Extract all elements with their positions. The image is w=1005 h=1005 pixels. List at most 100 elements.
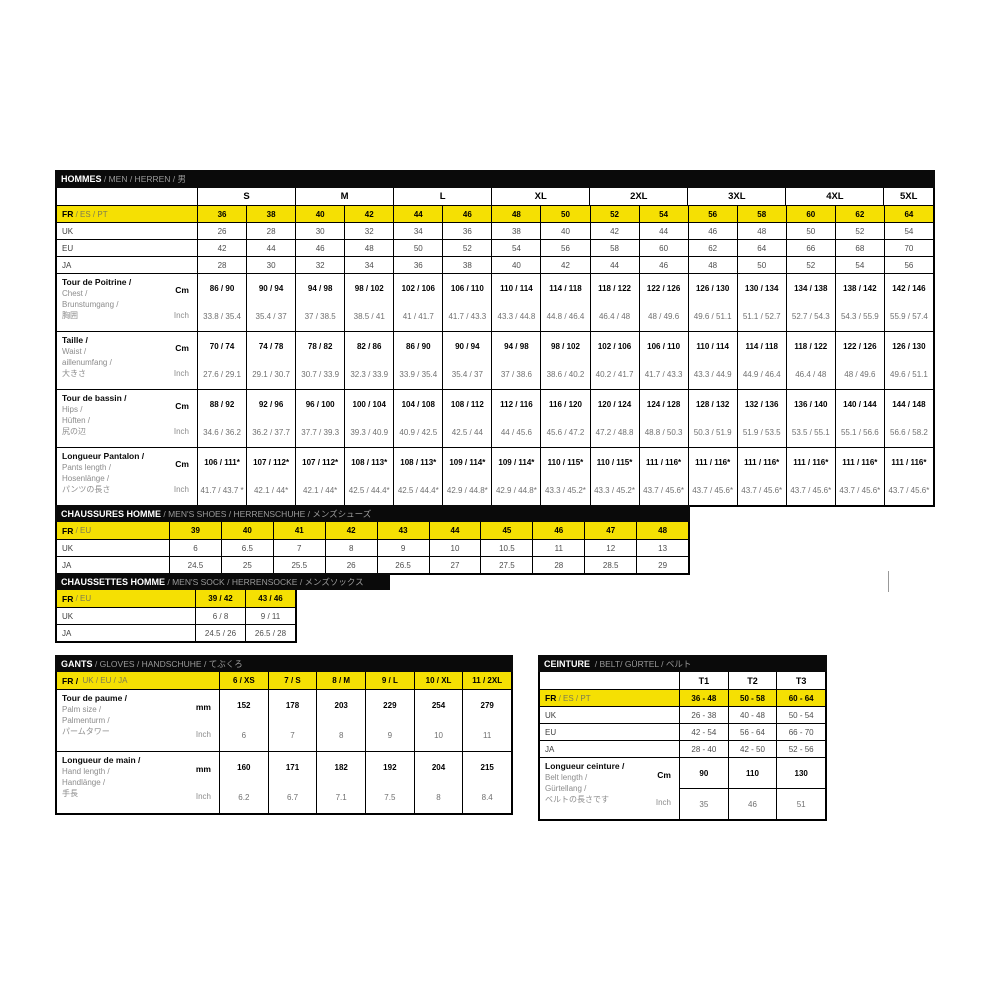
measure-cell: 160 <box>237 762 251 772</box>
belt-uk-values: 26 - 38 40 - 48 50 - 54 <box>679 707 825 723</box>
size-cell: 25 <box>220 557 273 573</box>
size-cell: 9 / 11 <box>245 608 295 624</box>
size-cell: 42 <box>324 522 377 539</box>
measure-cell: 118 / 122 <box>785 332 835 361</box>
belt-length-section: Longueur ceinture / Belt length / Gürtell… <box>540 757 825 819</box>
size-cell: 46 <box>638 257 688 273</box>
size-cell: 26.5 <box>376 557 429 573</box>
measure-cell: 90 / 94 <box>246 274 295 303</box>
measure-cell: 48 / 49.6 <box>834 360 884 389</box>
stray-border-artifact <box>888 571 889 592</box>
measure-cell: 134 / 138 <box>785 274 835 303</box>
chest-label-translations: Chest / Brunstumgang / 胸囲 <box>62 289 119 320</box>
measure-cell: 88 / 92 <box>209 399 235 409</box>
size-cell: 25.5 <box>272 557 325 573</box>
size-cell: 70 <box>883 240 933 256</box>
shoes-fr-eu-values: 39 40 41 42 43 44 45 46 47 48 <box>169 522 688 539</box>
belt-cm-values: 90 110 130 <box>680 758 825 788</box>
size-cell: 52 <box>785 257 835 273</box>
measure-cell: 104 / 108 <box>393 390 442 419</box>
measure-cell: 44.9 / 46.4 <box>736 360 786 389</box>
size-cell: 46 <box>532 522 584 539</box>
mens-table-title: HOMMES <box>61 174 102 184</box>
size-cell: 12 <box>584 540 636 556</box>
size-cell: 54 <box>491 240 540 256</box>
measure-cell: 136 / 140 <box>785 390 835 419</box>
belt-fr-es-pt-label: FR / ES / PT <box>545 693 591 703</box>
hips-values: 88 / 92 92 / 96 96 / 100 100 / 104 104 / 108… <box>197 390 933 447</box>
size-cell: 7 <box>272 540 325 556</box>
measure-cell: 6.7 <box>267 782 317 813</box>
size-cell: 11 <box>532 540 584 556</box>
size-cell: 48 <box>636 522 688 539</box>
gloves-title-bar: GANTS / GLOVES / HANDSCHUHE / てぶくろ <box>55 655 513 672</box>
measure-cell: 7.5 <box>365 782 414 813</box>
size-group-cell: M <box>295 188 393 205</box>
uk-values: 26 28 30 32 34 36 38 40 42 44 46 48 50 52 54 <box>197 223 933 239</box>
size-cell: 43 <box>376 522 429 539</box>
unit-inch: Inch <box>195 792 211 801</box>
pants-length-units: Cm Inch <box>174 451 189 502</box>
shoes-uk-label: UK <box>62 543 74 553</box>
measure-cell: 35.4 / 37 <box>442 360 491 389</box>
size-cell: 30 <box>295 223 344 239</box>
belt-inch-values: 35 46 51 <box>680 788 825 819</box>
belt-table: CEINTURE / BELT/ GÜRTEL / ベルト T1 T2 T3 FR … <box>538 655 827 821</box>
measure-cell: 42.9 / 44.8* <box>442 476 491 505</box>
size-cell: 32 <box>295 257 344 273</box>
belt-ja-values: 28 - 40 42 - 50 52 - 56 <box>679 741 825 757</box>
size-cell: 38 <box>246 206 295 222</box>
shoes-ja-values: 24.5 25 25.5 26 26.5 27 27.5 28 28.5 29 <box>169 557 688 573</box>
chest-label: Tour de Poitrine / Chest / Brunstumgang /… <box>62 277 132 320</box>
socks-ja-values: 24.5 / 26 26.5 / 28 <box>195 625 295 641</box>
size-cell: 56 <box>540 240 589 256</box>
belt-length-values: 90 110 130 35 46 51 <box>679 758 825 819</box>
size-cell: 62 <box>834 206 884 222</box>
measure-cell: 7.1 <box>316 782 365 813</box>
size-cell: 8 <box>324 540 377 556</box>
unit-cm: Cm <box>175 285 189 295</box>
measure-cell: 42.9 / 44.8* <box>491 476 540 505</box>
size-cell: 56 - 64 <box>727 724 777 740</box>
measure-cell: 9 <box>365 720 414 751</box>
measure-cell: 116 / 120 <box>540 390 589 419</box>
hand-mm-values: 160 171 182 192 204 215 <box>220 752 511 783</box>
socks-uk-values: 6 / 8 9 / 11 <box>195 608 295 624</box>
belt-length-label-translations: Belt length / Gürtellang / ベルトの長さです <box>545 773 609 804</box>
measure-cell: 110 <box>727 758 777 788</box>
palm-size-label: Tour de paume / Palm size / Palmenturm / パ… <box>62 693 128 736</box>
measure-cell: 110 / 114 <box>491 274 540 303</box>
chest-cm-values: 86 / 90 90 / 94 94 / 98 98 / 102 102 / 106 10… <box>198 274 933 303</box>
measure-cell: 46 <box>727 789 777 819</box>
measure-cell: 114 / 118 <box>736 332 786 361</box>
waist-label-cell: Taille / Waist / aillenumfang / 大きさ Cm Inc… <box>57 332 197 389</box>
measure-cell: 98 / 102 <box>540 332 589 361</box>
hips-cm-values: 88 / 92 92 / 96 96 / 100 100 / 104 104 / 108… <box>198 390 933 419</box>
size-cell: 40 <box>220 522 273 539</box>
size-cell: 45 <box>480 522 532 539</box>
measure-cell: 74 / 78 <box>246 332 295 361</box>
size-cell: 60 <box>785 206 835 222</box>
measure-cell: 120 / 124 <box>589 390 639 419</box>
size-cell: 27 <box>428 557 481 573</box>
hand-length-units: mm Inch <box>196 755 211 810</box>
size-cell: 56 <box>687 206 737 222</box>
belt-fr-es-pt-row: FR / ES / PT 36 - 48 50 - 58 60 - 64 <box>540 689 825 706</box>
size-cell: 62 <box>687 240 737 256</box>
size-cell: 6.5 <box>220 540 273 556</box>
measure-cell: 27.6 / 29.1 <box>203 370 241 380</box>
gloves-title: GANTS <box>61 658 93 669</box>
measure-cell: 48 / 49.6 <box>638 302 688 331</box>
size-cell: 34 <box>344 257 393 273</box>
measure-cell: 138 / 142 <box>834 274 884 303</box>
hand-length-label: Longueur de main / Hand length / Handläng… <box>62 755 141 798</box>
measure-cell: 35.4 / 37 <box>246 302 295 331</box>
size-cell: 7 / S <box>267 672 317 689</box>
measure-cell: 111 / 116* <box>736 448 786 477</box>
measure-cell: 86 / 90 <box>209 283 235 293</box>
measure-cell: 8 <box>316 720 365 751</box>
mens-table-title-bar: HOMMES / MEN / HERREN / 男 <box>55 170 935 188</box>
size-cell: 48 <box>344 240 393 256</box>
hand-length-section: Longueur de main / Hand length / Handläng… <box>57 751 511 813</box>
